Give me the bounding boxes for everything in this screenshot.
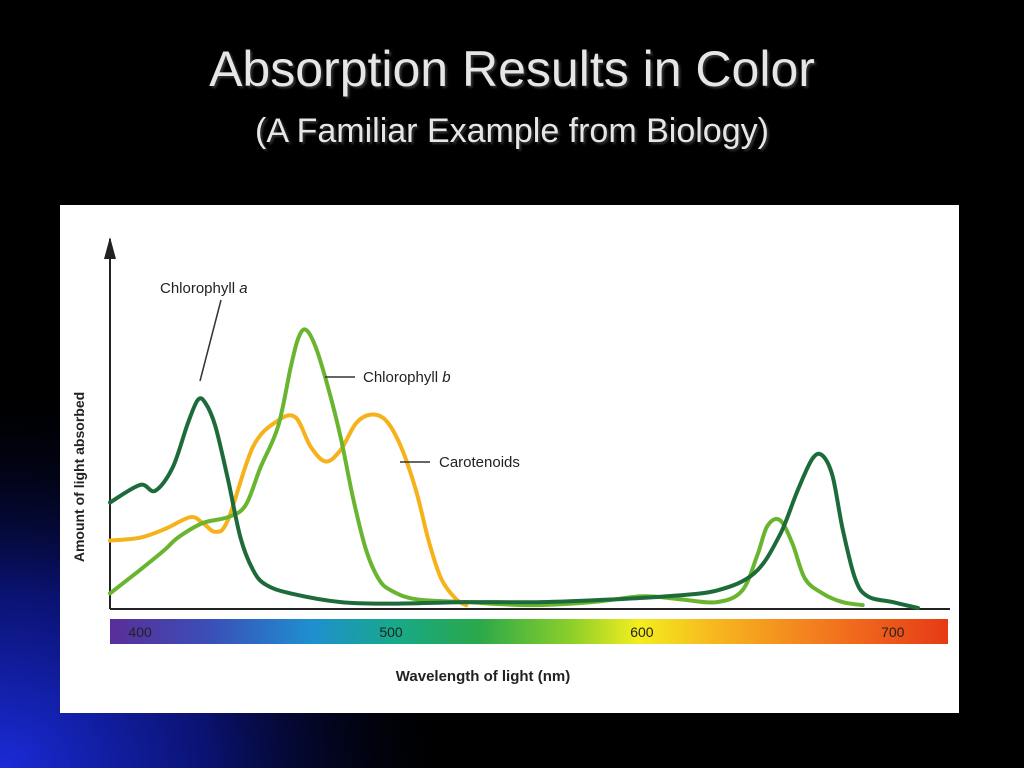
y-axis-arrow-icon — [104, 237, 116, 259]
series-label-chlorophyll-b: Chlorophyll b — [363, 369, 451, 386]
leader-line — [199, 299, 222, 382]
chart-panel: Amount of light absorbed 400 500 600 700 Wa… — [60, 205, 959, 713]
series-label-chlorophyll-a: Chlorophyll a — [160, 280, 248, 297]
x-axis-label: Wavelength of light (nm) — [396, 668, 570, 685]
series-line-chlorophyll-a — [108, 396, 920, 610]
series-label-carotenoids: Carotenoids — [439, 454, 520, 471]
series-line-carotenoids — [108, 412, 469, 608]
series-line-chlorophyll-b — [108, 327, 865, 608]
x-tick-label: 400 — [128, 624, 152, 640]
slide-title: Absorption Results in Color — [209, 41, 815, 97]
x-tick-label: 700 — [881, 624, 905, 640]
x-tick-label: 500 — [379, 624, 403, 640]
x-tick-label: 600 — [630, 624, 654, 640]
slide-subtitle: (A Familiar Example from Biology) — [255, 112, 769, 150]
spectrum-bar — [110, 619, 948, 644]
absorption-chart: Amount of light absorbed 400 500 600 700 Wa… — [71, 237, 950, 685]
y-axis-label: Amount of light absorbed — [71, 392, 87, 562]
